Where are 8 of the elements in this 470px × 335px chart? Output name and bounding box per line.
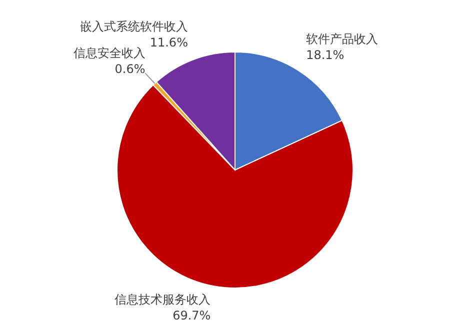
slice-label: 软件产品收入 [306,32,378,46]
slice-label: 嵌入式系统软件收入 [80,20,188,34]
data-label: 18.1% [306,48,344,62]
data-label: 0.6% [114,62,146,76]
data-label: 69.7% [172,308,211,323]
slice-label: 信息安全收入 [73,46,146,60]
data-label: 11.6% [150,36,188,50]
slice-label: 信息技术服务收入 [114,292,211,307]
